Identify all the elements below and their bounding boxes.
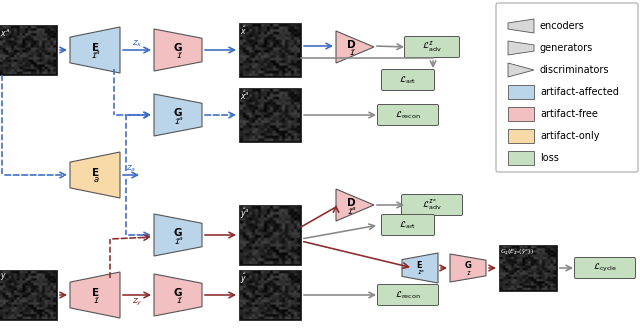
Text: $\mathcal{L}_{\mathrm{recon}}$: $\mathcal{L}_{\mathrm{recon}}$ <box>395 109 421 121</box>
Text: $\mathcal{I}^a$: $\mathcal{I}^a$ <box>417 269 425 277</box>
FancyBboxPatch shape <box>401 195 463 215</box>
Text: $\mathcal{I}$: $\mathcal{I}$ <box>175 50 182 60</box>
Text: $\mathcal{I}^a$: $\mathcal{I}^a$ <box>91 49 101 60</box>
Text: $\mathbf{G}$: $\mathbf{G}$ <box>173 226 183 238</box>
Text: $\mathcal{L}_{\mathrm{art}}$: $\mathcal{L}_{\mathrm{art}}$ <box>399 219 417 231</box>
Polygon shape <box>336 31 374 63</box>
Text: $\mathcal{L}_{\mathrm{cycle}}$: $\mathcal{L}_{\mathrm{cycle}}$ <box>593 262 617 274</box>
Bar <box>239 270 301 320</box>
Text: $\mathcal{I}$: $\mathcal{I}$ <box>466 269 472 277</box>
Polygon shape <box>508 41 534 55</box>
FancyBboxPatch shape <box>381 70 435 90</box>
Text: $z_a$: $z_a$ <box>126 164 136 174</box>
Text: $z_y$: $z_y$ <box>132 296 142 307</box>
Bar <box>239 23 301 77</box>
Text: encoders: encoders <box>540 21 585 31</box>
Polygon shape <box>508 19 534 33</box>
Text: $\mathcal{I}^a$: $\mathcal{I}^a$ <box>347 205 357 215</box>
FancyBboxPatch shape <box>496 3 638 172</box>
Text: $\mathbf{E}$: $\mathbf{E}$ <box>91 166 99 178</box>
Text: $y$: $y$ <box>1 271 7 283</box>
Text: $\mathcal{I}^a$: $\mathcal{I}^a$ <box>174 235 184 246</box>
Text: $\mathcal{I}$: $\mathcal{I}$ <box>93 295 99 305</box>
Polygon shape <box>154 274 202 316</box>
Text: $\mathcal{I}$: $\mathcal{I}$ <box>349 47 355 57</box>
Bar <box>239 88 301 142</box>
Text: $\mathcal{I}^a$: $\mathcal{I}^a$ <box>174 115 184 126</box>
Text: artifact-free: artifact-free <box>540 109 598 119</box>
Text: $\hat{y}^a$: $\hat{y}^a$ <box>241 207 250 221</box>
Polygon shape <box>154 29 202 71</box>
Text: $\hat{x}$: $\hat{x}$ <box>241 25 247 37</box>
Text: $\mathbf{E}$: $\mathbf{E}$ <box>91 41 99 53</box>
Text: $\mathcal{I}$: $\mathcal{I}$ <box>175 295 182 305</box>
Polygon shape <box>154 94 202 136</box>
Polygon shape <box>450 254 486 282</box>
FancyBboxPatch shape <box>404 37 460 57</box>
Bar <box>508 151 534 165</box>
Bar <box>239 205 301 265</box>
Text: $\mathbf{G}$: $\mathbf{G}$ <box>173 286 183 298</box>
Bar <box>0 25 57 75</box>
Text: $\mathcal{L}_{\mathrm{recon}}$: $\mathcal{L}_{\mathrm{recon}}$ <box>395 289 421 301</box>
Text: artifact-affected: artifact-affected <box>540 87 619 97</box>
Text: $\mathcal{L}^{\mathcal{I}}_{\mathrm{adv}}$: $\mathcal{L}^{\mathcal{I}}_{\mathrm{adv}… <box>422 40 442 54</box>
Text: $a$: $a$ <box>93 175 99 184</box>
Text: generators: generators <box>540 43 593 53</box>
Text: $\mathbf{G}$: $\mathbf{G}$ <box>173 106 183 118</box>
Text: $\mathcal{L}^{\mathcal{I}^a}_{\mathrm{adv}}$: $\mathcal{L}^{\mathcal{I}^a}_{\mathrm{ad… <box>422 198 442 212</box>
Text: $\mathbf{E}$: $\mathbf{E}$ <box>91 286 99 298</box>
Polygon shape <box>70 27 120 73</box>
Polygon shape <box>508 63 534 77</box>
FancyBboxPatch shape <box>378 285 438 305</box>
Text: $\hat{y}$: $\hat{y}$ <box>241 271 247 286</box>
Polygon shape <box>402 253 438 283</box>
Text: discriminators: discriminators <box>540 65 609 75</box>
Bar <box>0 270 57 320</box>
Text: $\mathbf{G}$: $\mathbf{G}$ <box>464 259 472 270</box>
FancyBboxPatch shape <box>575 257 636 279</box>
Polygon shape <box>336 189 374 221</box>
Bar <box>499 245 557 291</box>
Text: $\mathbf{G}$: $\mathbf{G}$ <box>173 41 183 53</box>
Bar <box>508 129 534 143</box>
Polygon shape <box>154 214 202 256</box>
Bar <box>508 85 534 99</box>
Text: $x^a$: $x^a$ <box>1 27 11 38</box>
Text: $\mathcal{L}_{\mathrm{art}}$: $\mathcal{L}_{\mathrm{art}}$ <box>399 74 417 86</box>
FancyBboxPatch shape <box>381 214 435 236</box>
Text: $\mathbf{E}$: $\mathbf{E}$ <box>417 259 424 270</box>
Bar <box>508 107 534 121</box>
Text: $\mathbf{D}$: $\mathbf{D}$ <box>346 196 356 208</box>
Text: $\hat{x}^a$: $\hat{x}^a$ <box>241 89 250 102</box>
Polygon shape <box>70 152 120 198</box>
Text: loss: loss <box>540 153 559 163</box>
Text: $z_x$: $z_x$ <box>132 39 142 49</box>
Text: $\mathbf{D}$: $\mathbf{D}$ <box>346 38 356 50</box>
Text: artifact-only: artifact-only <box>540 131 600 141</box>
FancyBboxPatch shape <box>378 104 438 126</box>
Text: $G_\mathcal{I}(E_{\mathcal{I}^a}(\hat{y}^a))$: $G_\mathcal{I}(E_{\mathcal{I}^a}(\hat{y}… <box>500 247 534 257</box>
Polygon shape <box>70 272 120 318</box>
